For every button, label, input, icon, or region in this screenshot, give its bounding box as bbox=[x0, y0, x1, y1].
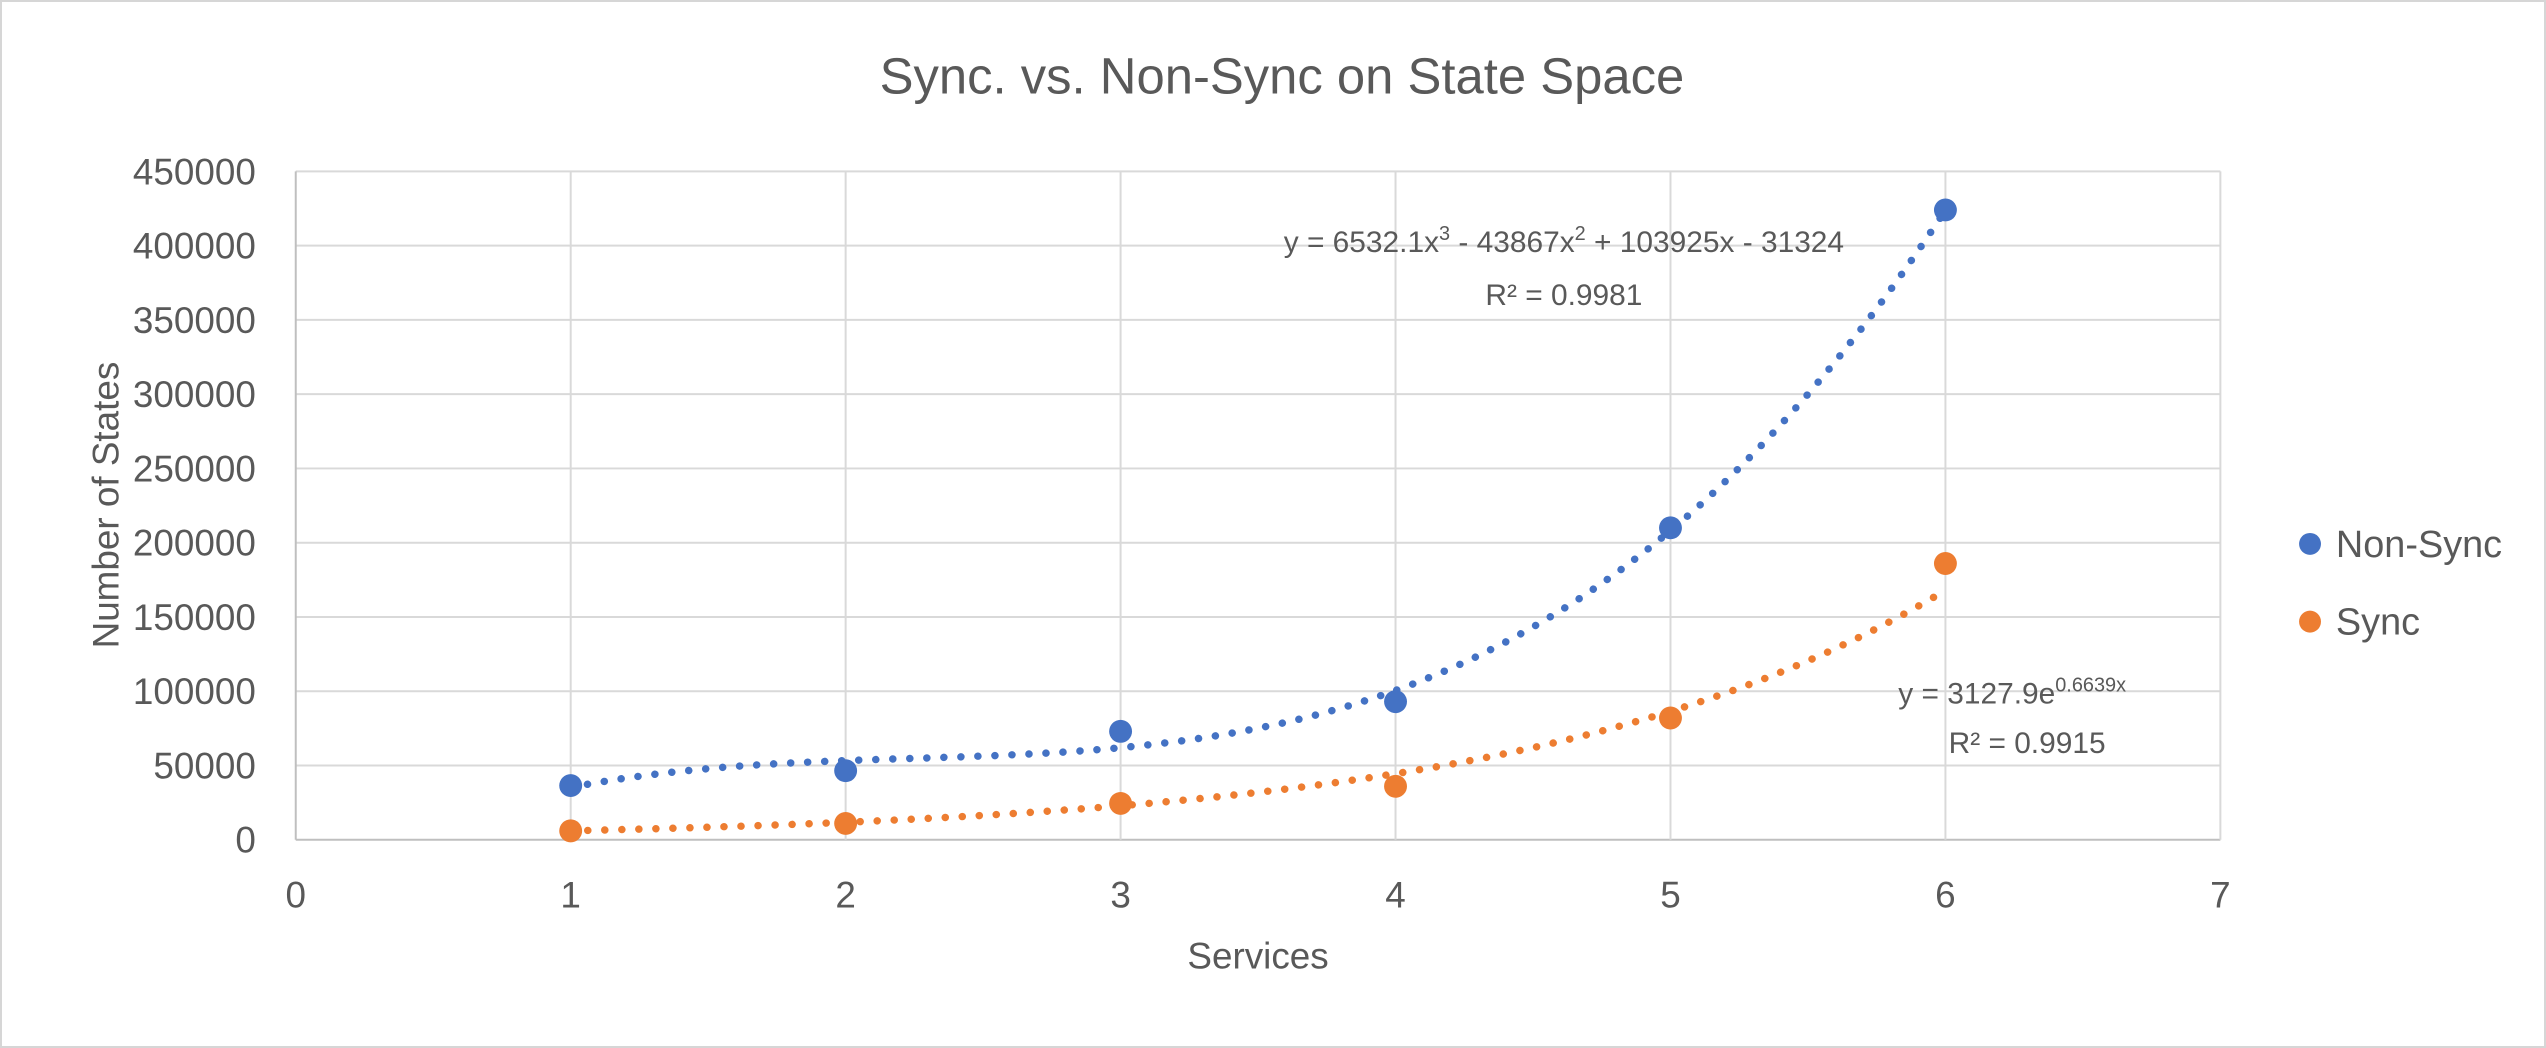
r-squared-label-non-sync: R² = 0.9981 bbox=[1485, 279, 1642, 312]
data-point-sync bbox=[834, 811, 858, 835]
x-tick-label: 4 bbox=[1385, 875, 1405, 916]
legend-label-sync: Sync bbox=[2336, 602, 2420, 644]
legend-label-non-sync: Non-Sync bbox=[2336, 524, 2502, 566]
data-points-layer bbox=[559, 198, 1957, 843]
y-tick-label: 300000 bbox=[133, 374, 256, 415]
chart-title: Sync. vs. Non-Sync on State Space bbox=[880, 48, 1685, 105]
trendline-equation-non-sync: y = 6532.1x3 - 43867x2 + 103925x - 31324 bbox=[1284, 223, 1844, 259]
x-tick-label: 5 bbox=[1660, 875, 1681, 916]
y-tick-label: 350000 bbox=[133, 300, 256, 341]
tick-labels-layer: 0 50000 100000 150000 200000 250000 300000 3500… bbox=[133, 151, 2231, 915]
data-point-non-sync bbox=[1659, 516, 1682, 540]
data-point-sync bbox=[1109, 791, 1133, 815]
trendlines-layer bbox=[566, 206, 1950, 835]
x-tick-label: 7 bbox=[2210, 875, 2231, 916]
data-point-non-sync bbox=[834, 759, 858, 783]
data-point-sync bbox=[1384, 774, 1407, 798]
y-tick-label: 0 bbox=[235, 820, 255, 861]
data-point-non-sync bbox=[1109, 719, 1133, 743]
y-axis-title: Number of States bbox=[85, 362, 126, 649]
x-tick-label: 3 bbox=[1110, 875, 1130, 916]
y-tick-label: 250000 bbox=[133, 448, 256, 489]
x-tick-label: 2 bbox=[835, 875, 856, 916]
legend-marker-non-sync bbox=[2299, 532, 2321, 555]
r-squared-label-sync: R² = 0.9915 bbox=[1949, 727, 2106, 760]
x-axis-title: Services bbox=[1187, 935, 1328, 976]
data-point-sync bbox=[1659, 706, 1682, 730]
legend: Non-Sync Sync bbox=[2299, 524, 2502, 644]
y-tick-label: 150000 bbox=[133, 597, 256, 638]
data-point-sync bbox=[1933, 552, 1957, 575]
y-tick-label: 400000 bbox=[133, 226, 256, 267]
data-point-non-sync bbox=[1933, 198, 1957, 222]
data-point-non-sync bbox=[1384, 690, 1407, 714]
x-tick-label: 0 bbox=[285, 875, 306, 916]
data-point-non-sync bbox=[559, 774, 583, 798]
trendline-sync bbox=[566, 586, 1950, 835]
gridlines-layer bbox=[294, 170, 2222, 841]
trendline-equation-sync: y = 3127.9e0.6639x bbox=[1898, 674, 2126, 710]
y-tick-label: 50000 bbox=[153, 745, 255, 786]
data-point-sync bbox=[559, 819, 583, 843]
legend-marker-sync bbox=[2299, 610, 2321, 633]
y-tick-label: 100000 bbox=[133, 671, 256, 712]
y-tick-label: 200000 bbox=[133, 523, 256, 564]
trendline-non-sync bbox=[566, 206, 1950, 792]
x-tick-label: 6 bbox=[1935, 875, 1956, 916]
x-tick-label: 1 bbox=[560, 875, 581, 916]
equations-layer: y = 6532.1x3 - 43867x2 + 103925x - 31324… bbox=[1284, 223, 2126, 760]
y-tick-label: 450000 bbox=[133, 151, 256, 192]
